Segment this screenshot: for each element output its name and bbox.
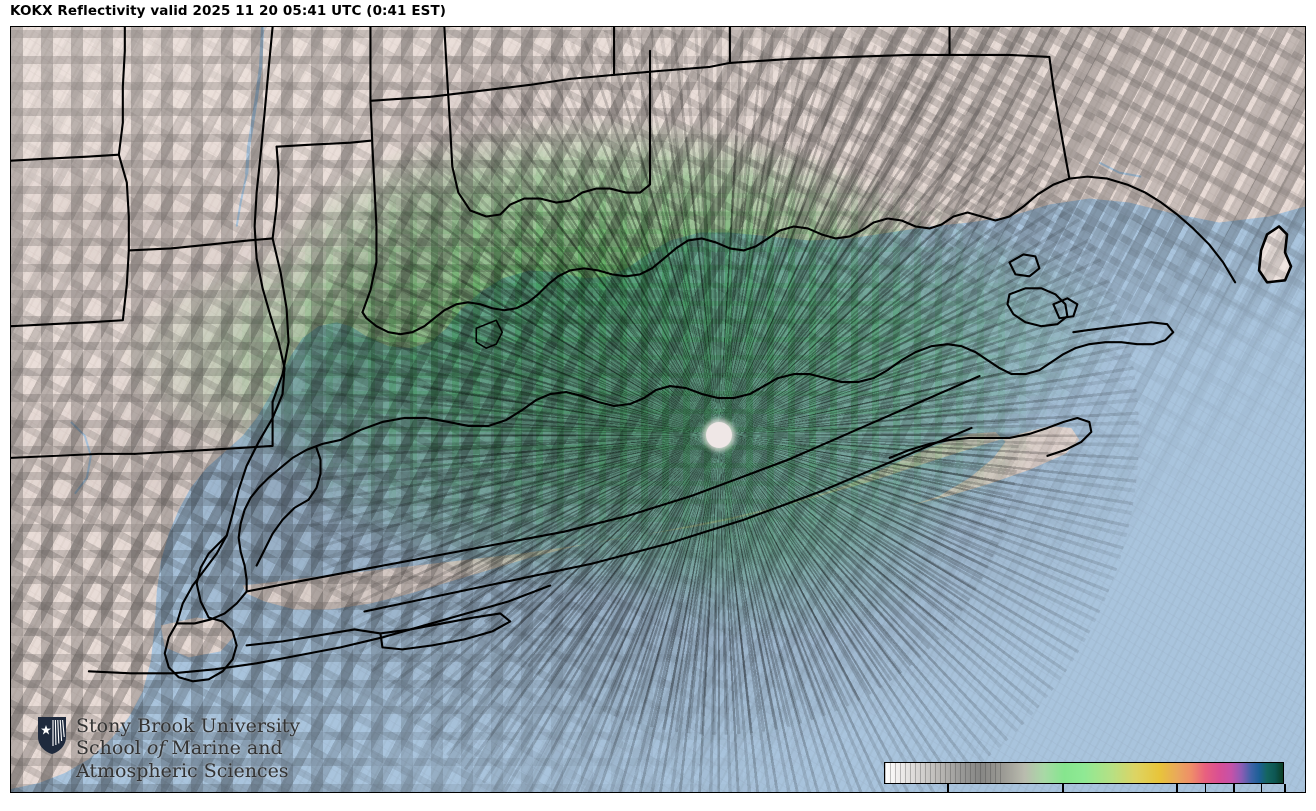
colorbar-tickmark — [947, 784, 949, 792]
colorbar-box — [884, 762, 1284, 784]
colorbar-tick-label: 40 — [1166, 790, 1186, 792]
logo-line-2: School of Marine and — [76, 737, 300, 759]
colorbar-tickmark — [1176, 784, 1178, 792]
colorbar-tickmark — [1284, 784, 1286, 792]
colorbar-tick-label: 0 — [942, 790, 952, 792]
stony-brook-logo: Stony Brook University School of Marine … — [37, 715, 300, 782]
logo-text: Stony Brook University School of Marine … — [76, 715, 300, 782]
colorbar-tick-label: 80 — [1274, 790, 1294, 792]
colorbar-tick-label: 60 — [1223, 790, 1243, 792]
colorbar-tick-label: 20 — [1052, 790, 1072, 792]
colorbar[interactable]: 0 20 40 50 60 7080 — [874, 756, 1294, 792]
page-title: KOKX Reflectivity valid 2025 11 20 05:41… — [10, 3, 447, 19]
map-outlines — [11, 27, 1293, 683]
colorbar-step-separators — [885, 763, 1005, 783]
colorbar-ticks — [884, 784, 1286, 792]
logo-line-1: Stony Brook University — [76, 715, 301, 737]
colorbar-tick-label: 50 — [1195, 790, 1215, 792]
stony-brook-shield — [38, 717, 66, 754]
logo-line-2a: School — [76, 737, 147, 760]
colorbar-tickmark — [1260, 784, 1263, 792]
colorbar-tick-label: 70 — [1251, 790, 1271, 792]
logo-line-2b: Marine and — [165, 737, 283, 760]
colorbar-tickmark — [1204, 784, 1207, 792]
logo-line-3: Atmospheric Sciences — [76, 759, 289, 782]
colorbar-tickmark — [1062, 784, 1064, 792]
colorbar-gradient — [885, 763, 1283, 783]
radar-site-marker — [706, 422, 732, 448]
logo-line-2-of: of — [146, 737, 166, 760]
radar-map[interactable]: Stony Brook University School of Marine … — [10, 26, 1306, 793]
colorbar-tickmark — [1233, 784, 1235, 792]
